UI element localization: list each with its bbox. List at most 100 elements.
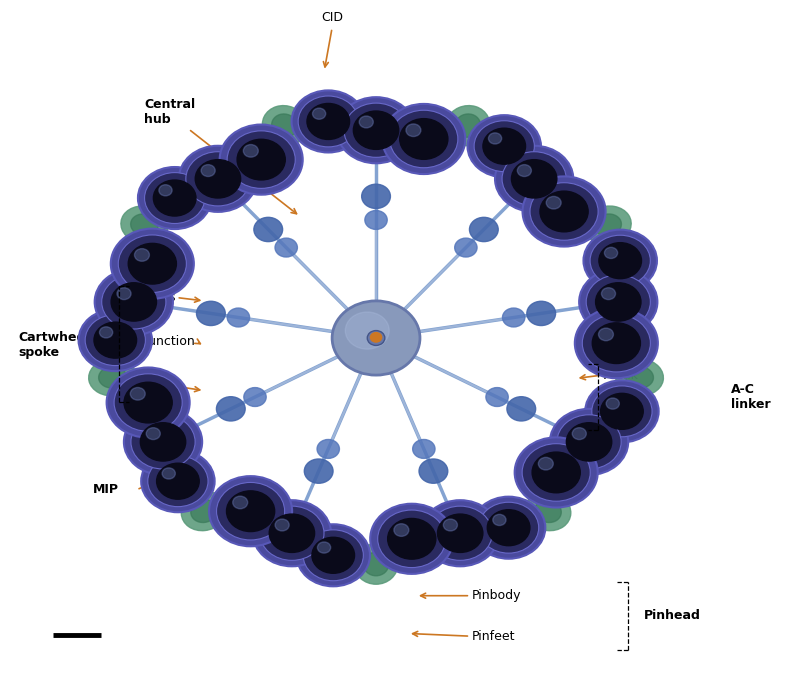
Circle shape — [518, 165, 531, 176]
Circle shape — [486, 387, 508, 406]
Circle shape — [354, 111, 398, 149]
Circle shape — [502, 308, 525, 327]
Circle shape — [124, 409, 202, 475]
Circle shape — [233, 496, 248, 509]
Circle shape — [85, 315, 146, 366]
Circle shape — [140, 422, 186, 461]
Text: SP-Tip: SP-Tip — [125, 379, 162, 391]
Circle shape — [244, 387, 266, 406]
Circle shape — [275, 238, 298, 257]
Circle shape — [507, 397, 536, 421]
Circle shape — [162, 468, 175, 479]
Circle shape — [532, 452, 580, 493]
Circle shape — [159, 185, 172, 196]
Circle shape — [514, 437, 598, 508]
Circle shape — [454, 238, 477, 257]
Text: Cartwheel
spoke: Cartwheel spoke — [18, 331, 90, 359]
Circle shape — [478, 502, 538, 553]
Circle shape — [344, 103, 408, 158]
Text: A-C
linker: A-C linker — [731, 383, 771, 411]
Circle shape — [601, 393, 643, 429]
Circle shape — [540, 191, 588, 232]
Circle shape — [102, 275, 166, 329]
Circle shape — [595, 283, 641, 321]
Circle shape — [470, 217, 498, 241]
Circle shape — [487, 510, 530, 546]
Circle shape — [557, 415, 621, 469]
Circle shape — [566, 422, 612, 461]
Circle shape — [304, 459, 333, 483]
Circle shape — [307, 103, 350, 139]
Circle shape — [146, 428, 160, 439]
Circle shape — [99, 327, 113, 338]
Ellipse shape — [89, 359, 137, 396]
Circle shape — [270, 514, 314, 552]
Circle shape — [413, 439, 435, 458]
Circle shape — [138, 167, 211, 229]
Circle shape — [388, 518, 436, 559]
Circle shape — [599, 243, 642, 279]
Circle shape — [382, 104, 466, 174]
Circle shape — [394, 524, 409, 536]
Circle shape — [157, 463, 199, 499]
Circle shape — [579, 269, 658, 335]
Text: MIP: MIP — [93, 483, 118, 496]
Circle shape — [575, 308, 658, 379]
Ellipse shape — [534, 500, 562, 523]
Circle shape — [275, 519, 289, 531]
Circle shape — [117, 288, 131, 299]
Circle shape — [253, 500, 331, 566]
Ellipse shape — [454, 114, 481, 137]
Circle shape — [602, 288, 615, 299]
Ellipse shape — [130, 214, 158, 236]
Circle shape — [145, 172, 205, 224]
Circle shape — [114, 374, 182, 431]
Circle shape — [130, 387, 146, 400]
Circle shape — [483, 128, 526, 164]
Circle shape — [237, 139, 286, 180]
Circle shape — [419, 459, 448, 483]
Text: SP-Arms: SP-Arms — [125, 291, 176, 304]
Text: SP-Junction: SP-Junction — [125, 335, 195, 348]
Circle shape — [502, 151, 566, 206]
Ellipse shape — [272, 114, 298, 137]
Circle shape — [598, 328, 614, 341]
Circle shape — [124, 382, 172, 423]
Circle shape — [362, 184, 390, 208]
Circle shape — [226, 491, 274, 531]
Circle shape — [298, 96, 358, 147]
Ellipse shape — [262, 105, 306, 146]
Circle shape — [592, 386, 652, 437]
Ellipse shape — [626, 366, 654, 388]
Circle shape — [78, 309, 152, 371]
Circle shape — [201, 165, 215, 176]
Circle shape — [592, 323, 641, 364]
Circle shape — [220, 124, 302, 195]
Circle shape — [467, 115, 541, 177]
Ellipse shape — [190, 500, 218, 523]
Circle shape — [583, 230, 657, 292]
Ellipse shape — [584, 206, 631, 244]
Circle shape — [474, 121, 534, 172]
Circle shape — [111, 283, 157, 321]
Circle shape — [154, 180, 196, 216]
Circle shape — [585, 381, 658, 442]
Circle shape — [291, 91, 365, 153]
Text: A-link: A-link — [604, 368, 638, 382]
Circle shape — [346, 312, 390, 349]
Circle shape — [227, 131, 295, 189]
Circle shape — [94, 322, 137, 358]
Circle shape — [428, 506, 492, 560]
Circle shape — [367, 331, 385, 345]
Text: Pinfeet: Pinfeet — [472, 629, 515, 643]
Ellipse shape — [354, 544, 398, 584]
Circle shape — [318, 542, 330, 553]
Circle shape — [546, 197, 561, 209]
Circle shape — [590, 235, 650, 286]
Circle shape — [260, 506, 324, 560]
Circle shape — [337, 97, 415, 164]
Ellipse shape — [98, 366, 126, 388]
Circle shape — [243, 145, 258, 157]
Circle shape — [586, 275, 650, 329]
Circle shape — [179, 146, 257, 212]
